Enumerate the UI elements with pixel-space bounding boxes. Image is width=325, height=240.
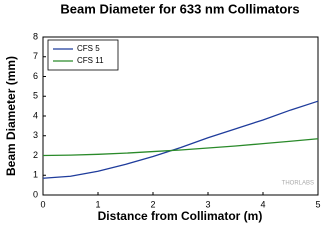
y-axis-label: Beam Diameter (mm) (4, 56, 18, 176)
x-tick-label: 2 (150, 199, 155, 209)
y-tick-label: 7 (33, 51, 38, 61)
y-tick-label: 2 (33, 150, 38, 160)
watermark: THORLABS (282, 181, 314, 187)
x-tick-label: 4 (260, 199, 265, 209)
x-tick-label: 3 (205, 199, 210, 209)
x-tick-label: 1 (95, 199, 100, 209)
y-tick-label: 1 (33, 170, 38, 180)
x-tick-label: 0 (40, 199, 45, 209)
y-tick-label: 0 (33, 189, 38, 199)
y-tick-label: 5 (33, 91, 38, 101)
series-line (42, 100, 319, 179)
chart: Beam Diameter for 633 nm Collimators Dis… (4, 1, 320, 223)
series-line (42, 138, 319, 157)
y-tick-label: 4 (33, 110, 38, 120)
x-tick-label: 5 (315, 199, 320, 209)
y-tick-label: 6 (33, 71, 38, 81)
legend-label: CFS 5 (77, 44, 100, 53)
y-tick-label: 8 (33, 31, 38, 41)
y-tick-label: 3 (33, 130, 38, 140)
legend-label: CFS 11 (77, 56, 104, 65)
x-axis-label: Distance from Collimator (m) (98, 209, 263, 223)
chart-title: Beam Diameter for 633 nm Collimators (60, 1, 299, 16)
legend-box (47, 39, 119, 71)
